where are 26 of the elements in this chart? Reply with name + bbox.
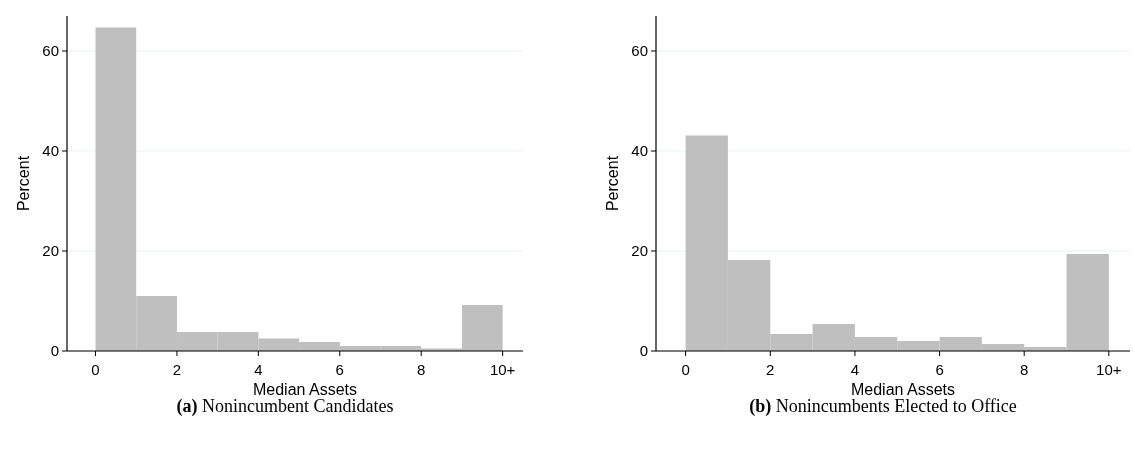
text: (b) Nonincumbents Elected to Office (749, 396, 1017, 417)
y-tick-label: 60 (42, 42, 59, 59)
x-axis-title: Median Assets (850, 381, 956, 398)
x-tick-label: 6 (335, 361, 344, 378)
y-axis-title: Percent (604, 155, 621, 212)
y-tick-label: 40 (42, 142, 59, 159)
x-tick-label: 0 (91, 361, 100, 378)
x-tick-label: 10+ (1096, 361, 1122, 378)
y-tick-label: 0 (50, 342, 59, 359)
y-tick-label: 20 (631, 242, 648, 259)
x-axis-title: Median Assets (252, 381, 358, 398)
x-tick-label: 10+ (489, 361, 516, 378)
x-tick-label: 4 (254, 361, 263, 378)
y-tick-label: 40 (631, 142, 648, 159)
x-tick-label: 4 (850, 361, 860, 378)
x-tick-label: 0 (681, 361, 690, 378)
x-tick-label: 2 (766, 361, 775, 378)
x-tick-label: 8 (1020, 361, 1029, 378)
text: (a) Nonincumbent Candidates (176, 396, 394, 417)
y-tick-label: 20 (42, 242, 59, 259)
y-tick-label: 60 (631, 42, 648, 59)
y-axis-title: Percent (15, 155, 32, 212)
x-tick-label: 8 (417, 361, 426, 378)
x-tick-label: 6 (935, 361, 944, 378)
x-tick-label: 2 (172, 361, 182, 378)
y-tick-label: 0 (639, 342, 648, 359)
